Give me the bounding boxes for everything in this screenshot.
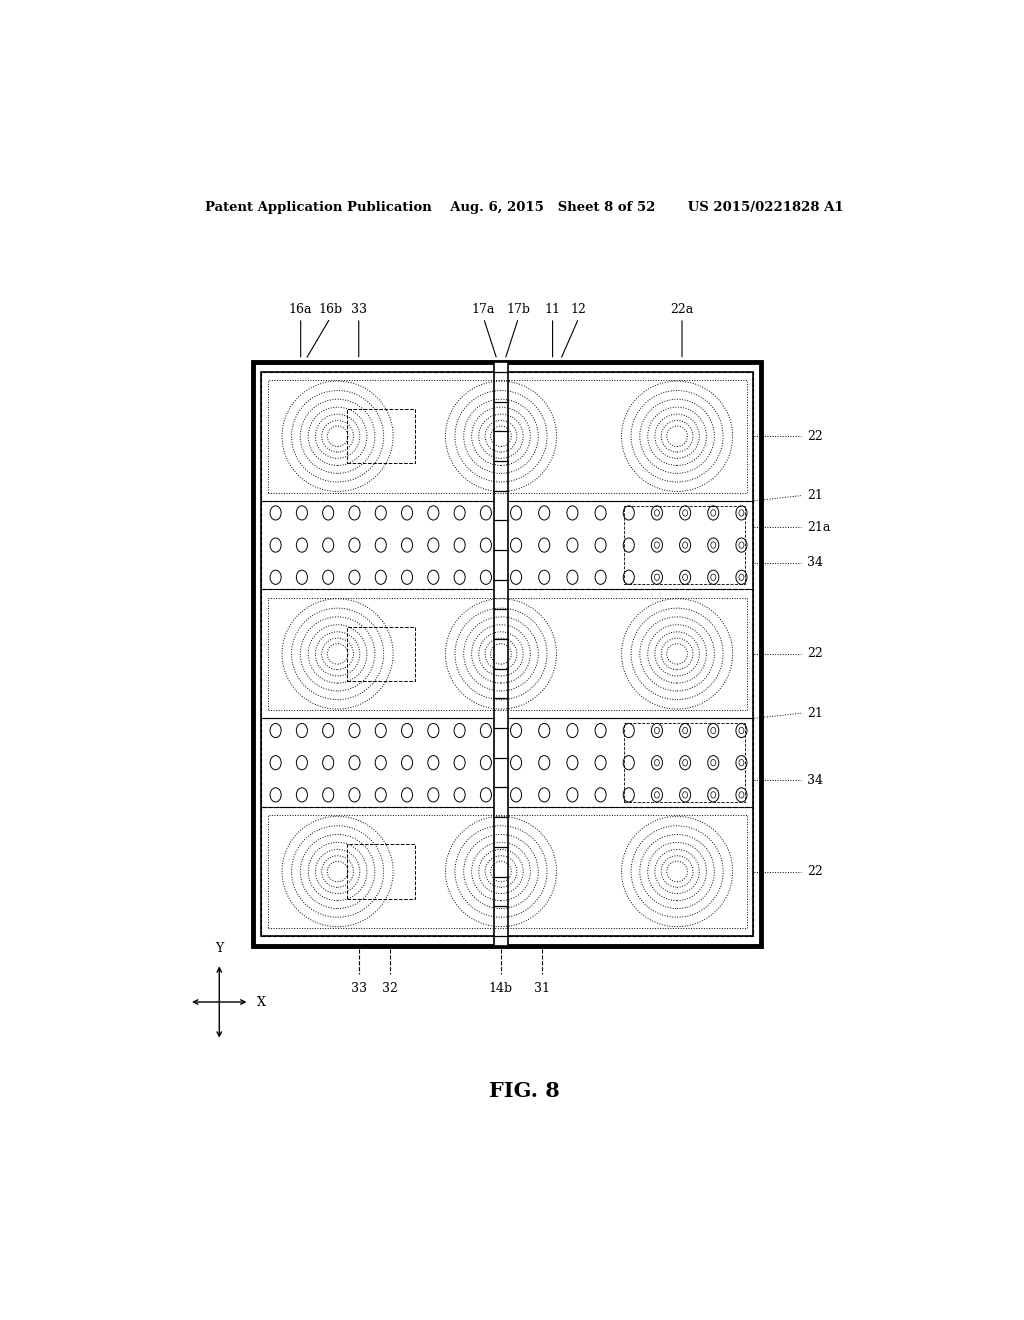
- Text: 14b: 14b: [488, 982, 513, 995]
- Bar: [347, 627, 415, 681]
- Text: 17b: 17b: [507, 304, 530, 315]
- Text: 22: 22: [807, 647, 823, 660]
- Text: 11: 11: [545, 304, 560, 315]
- Text: 21: 21: [807, 490, 823, 502]
- Bar: [261, 500, 754, 590]
- Text: FIG. 8: FIG. 8: [489, 1081, 560, 1101]
- Text: 32: 32: [382, 982, 398, 995]
- Text: 34: 34: [807, 774, 823, 787]
- Text: X: X: [257, 995, 266, 1008]
- Bar: [261, 590, 754, 718]
- Text: 12: 12: [570, 304, 587, 315]
- Text: 31: 31: [534, 982, 550, 995]
- Text: 22a: 22a: [671, 304, 693, 315]
- Bar: [261, 718, 754, 807]
- Bar: [267, 816, 748, 928]
- Bar: [261, 372, 754, 500]
- Bar: [253, 362, 761, 946]
- Text: Y: Y: [215, 941, 223, 954]
- Text: 34: 34: [807, 556, 823, 569]
- Text: 16a: 16a: [289, 304, 312, 315]
- Bar: [267, 598, 748, 710]
- Bar: [261, 372, 754, 936]
- Bar: [267, 380, 748, 492]
- Text: 22: 22: [807, 865, 823, 878]
- Text: Patent Application Publication    Aug. 6, 2015   Sheet 8 of 52       US 2015/022: Patent Application Publication Aug. 6, 2…: [206, 201, 844, 214]
- Text: 16b: 16b: [318, 304, 342, 315]
- Text: 33: 33: [351, 982, 367, 995]
- Bar: [625, 506, 745, 585]
- Bar: [261, 807, 754, 936]
- Text: 22: 22: [807, 430, 823, 442]
- Text: 33: 33: [351, 304, 367, 315]
- Text: 17a: 17a: [472, 304, 496, 315]
- Bar: [347, 409, 415, 463]
- Bar: [347, 845, 415, 899]
- Text: 21a: 21a: [807, 521, 830, 533]
- Text: 21: 21: [807, 706, 823, 719]
- Bar: [494, 362, 508, 946]
- Bar: [625, 723, 745, 803]
